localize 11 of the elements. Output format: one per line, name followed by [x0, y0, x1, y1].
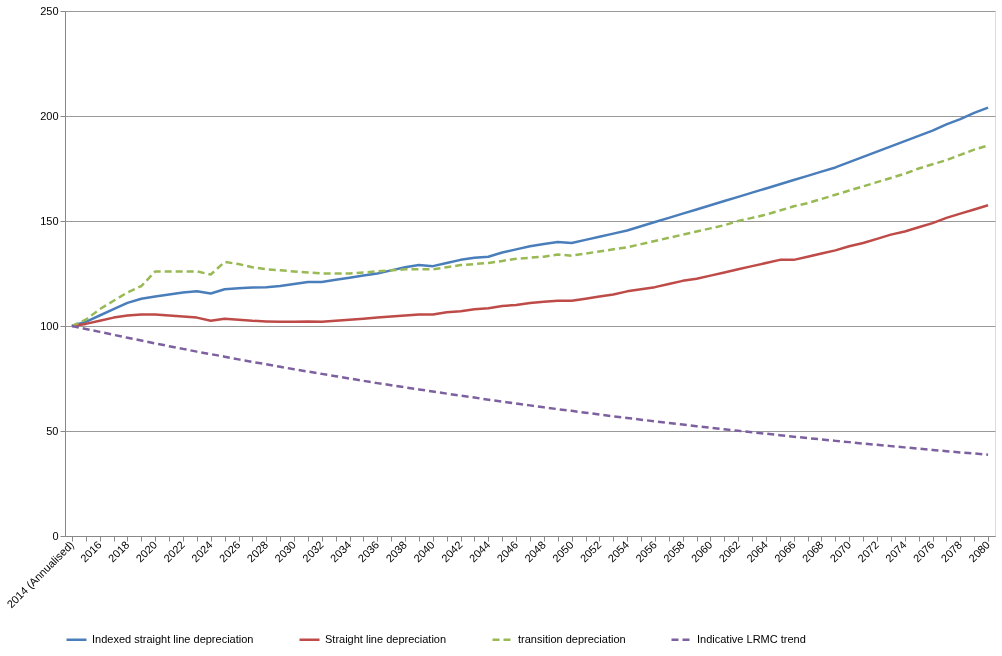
legend-label: transition depreciation	[518, 632, 626, 645]
line-series	[70, 324, 990, 456]
y-tick-label: 100	[40, 319, 59, 332]
legend-label: Straight line depreciation	[325, 632, 447, 645]
y-tick-label: 150	[40, 214, 59, 227]
y-tick-label: 50	[46, 424, 59, 437]
y-tick-label: 0	[52, 529, 59, 542]
y-tick-label: 200	[40, 109, 59, 122]
legend-label: Indicative LRMC trend	[697, 632, 806, 645]
y-tick-label: 250	[40, 4, 59, 17]
legend-label: Indexed straight line depreciation	[92, 632, 254, 645]
